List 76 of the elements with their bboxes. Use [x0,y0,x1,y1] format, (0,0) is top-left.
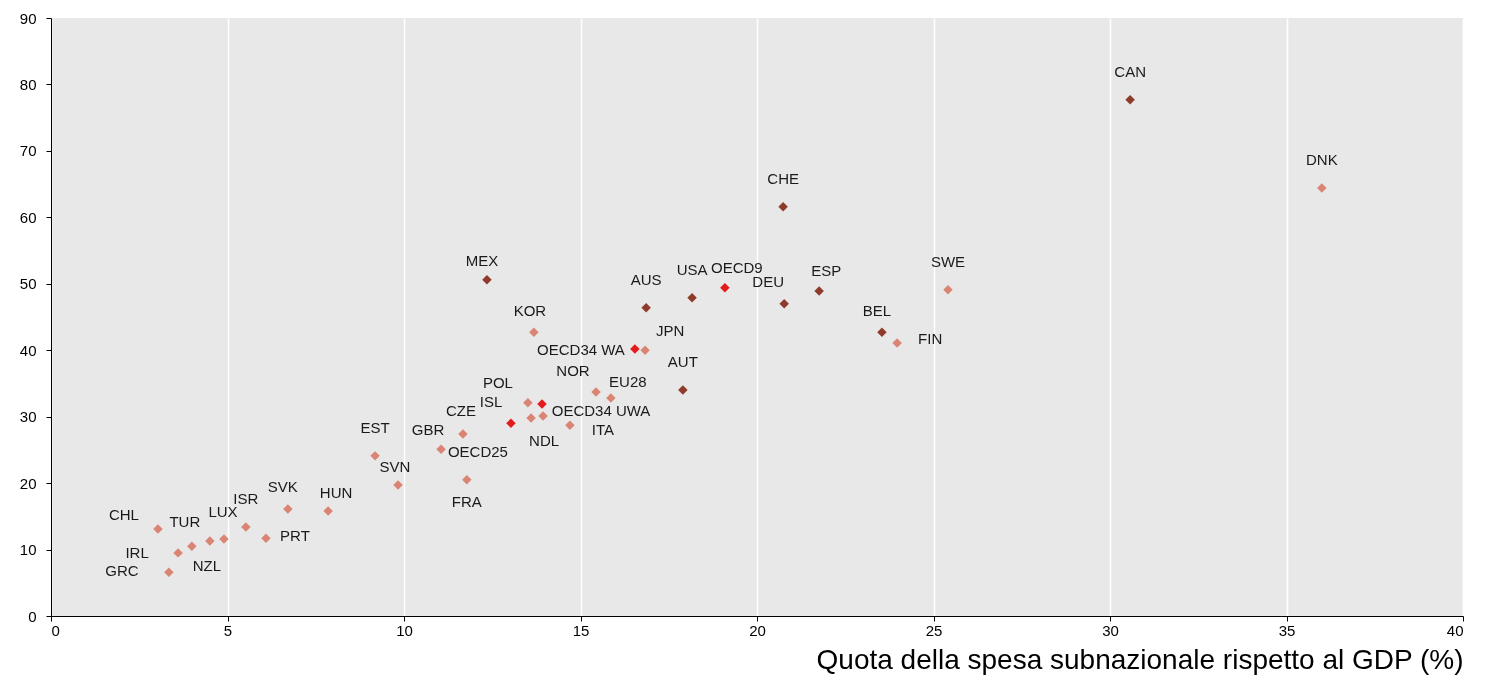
y-tick-label: 10 [19,541,37,559]
data-label: BEL [862,302,892,320]
point [482,275,492,285]
point [506,418,516,429]
point [529,327,539,338]
point [640,345,650,355]
data-label: SVK [267,478,298,496]
point [523,397,533,408]
y-tick-label: 0 [28,607,37,625]
data-label: USA [676,260,708,278]
data-label: SWE [930,252,966,270]
data-label: NDL [529,432,560,449]
point [1125,94,1135,105]
data-label: ISR [233,489,259,507]
data-label: ISL [479,393,503,410]
point [261,533,271,543]
data-label: FRA [451,492,482,510]
point [778,201,788,212]
point [565,420,575,431]
data-label: AUT [667,353,698,371]
data-label: HUN [319,484,353,502]
data-label: CHL [108,505,139,523]
point [877,327,887,338]
y-tick-label: 30 [19,408,37,426]
point [943,285,953,295]
data-label: POL [482,373,513,391]
y-tick-label: 70 [19,142,37,160]
data-label: ESP [811,262,842,280]
y-tick-label: 20 [19,474,37,492]
x-axis-title: Quota della spesa subnazionale rispetto al GDP (%) [816,643,1464,675]
point [187,541,197,551]
data-label: SVN [379,458,411,476]
x-tick-label: 30 [1102,621,1119,639]
data-label: EST [360,418,390,436]
data-label: EU28 [609,373,647,391]
point [779,298,789,309]
point [205,536,215,546]
data-label: CAN [1114,62,1146,80]
data-label: TUR [169,513,201,531]
data-label: FIN [918,329,943,347]
point [641,302,651,313]
x-tick-label: 20 [749,621,766,639]
data-label: DNK [1305,151,1338,169]
x-tick-label: 0 [51,621,60,639]
data-label: CHE [767,169,799,187]
point [687,292,697,303]
data-label: IRL [125,543,149,561]
data-label: GRC [105,562,139,580]
y-tick-label: 90 [19,9,37,27]
x-tick-label: 10 [396,621,413,639]
y-tick-label: 50 [19,275,37,293]
data-label: KOR [513,302,547,320]
x-tick-label: 40 [1446,621,1464,639]
data-label: ITA [591,421,615,439]
point [720,283,730,293]
data-label: GBR [411,421,445,439]
data-label: NZL [192,556,222,574]
y-tick-label: 80 [19,75,37,93]
y-tick-label: 60 [19,208,37,226]
data-label: OECD34 UWA [551,402,651,420]
point [1317,183,1327,193]
x-tick-label: 5 [223,621,233,639]
data-label: OECD34 WA [537,340,625,358]
x-tick-label: 25 [925,621,943,639]
data-label: OECD25 [447,443,508,461]
data-label: PRT [280,527,310,545]
y-tick-label: 40 [19,341,37,359]
point [462,475,472,485]
data-label: CZE [445,401,476,419]
x-tick-label: 15 [572,621,590,639]
data-label: JPN [655,322,685,340]
data-label: AUS [630,270,662,288]
data-label: MEX [465,251,499,269]
x-tick-label: 35 [1278,621,1296,639]
point [436,444,446,454]
data-label: NOR [556,362,590,380]
